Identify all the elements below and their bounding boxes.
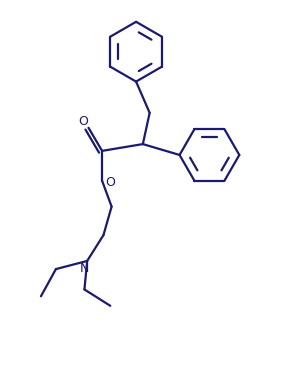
Text: N: N [80, 262, 89, 275]
Text: O: O [105, 176, 115, 190]
Text: O: O [79, 115, 89, 128]
